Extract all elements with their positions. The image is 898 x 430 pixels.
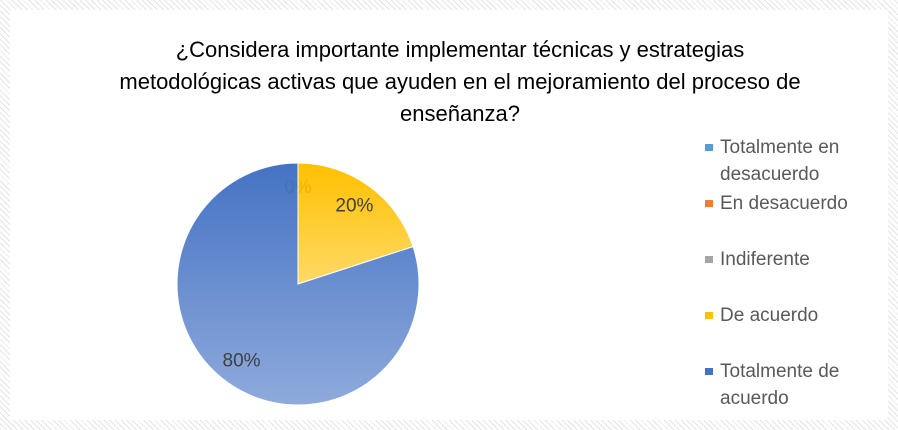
- pie-slice: [297, 162, 414, 285]
- legend-swatch: [705, 256, 713, 263]
- legend-label: Totalmente de acuerdo: [720, 361, 840, 409]
- data-label: 80%: [223, 351, 261, 372]
- legend-label: De acuerdo: [720, 305, 819, 326]
- plot-area: [10, 10, 888, 420]
- legend-swatch: [705, 312, 713, 319]
- legend-swatch: [705, 368, 713, 375]
- legend-item: Indiferente: [705, 246, 875, 273]
- legend-item: De acuerdo: [705, 302, 875, 329]
- legend-swatch: [705, 144, 713, 151]
- legend-item: Totalmente de acuerdo: [705, 358, 875, 412]
- legend-label: Totalmente en desacuerdo: [720, 137, 840, 185]
- legend-label: En desacuerdo: [720, 193, 848, 214]
- legend-swatch: [705, 200, 713, 207]
- legend-item: En desacuerdo: [705, 190, 875, 217]
- legend-item: Totalmente en desacuerdo: [705, 134, 875, 188]
- chart-title: ¿Considera importante implementar técnic…: [119, 37, 801, 126]
- legend-label: Indiferente: [720, 249, 810, 270]
- pie-slice: [176, 162, 420, 406]
- data-label: 20%: [335, 195, 373, 216]
